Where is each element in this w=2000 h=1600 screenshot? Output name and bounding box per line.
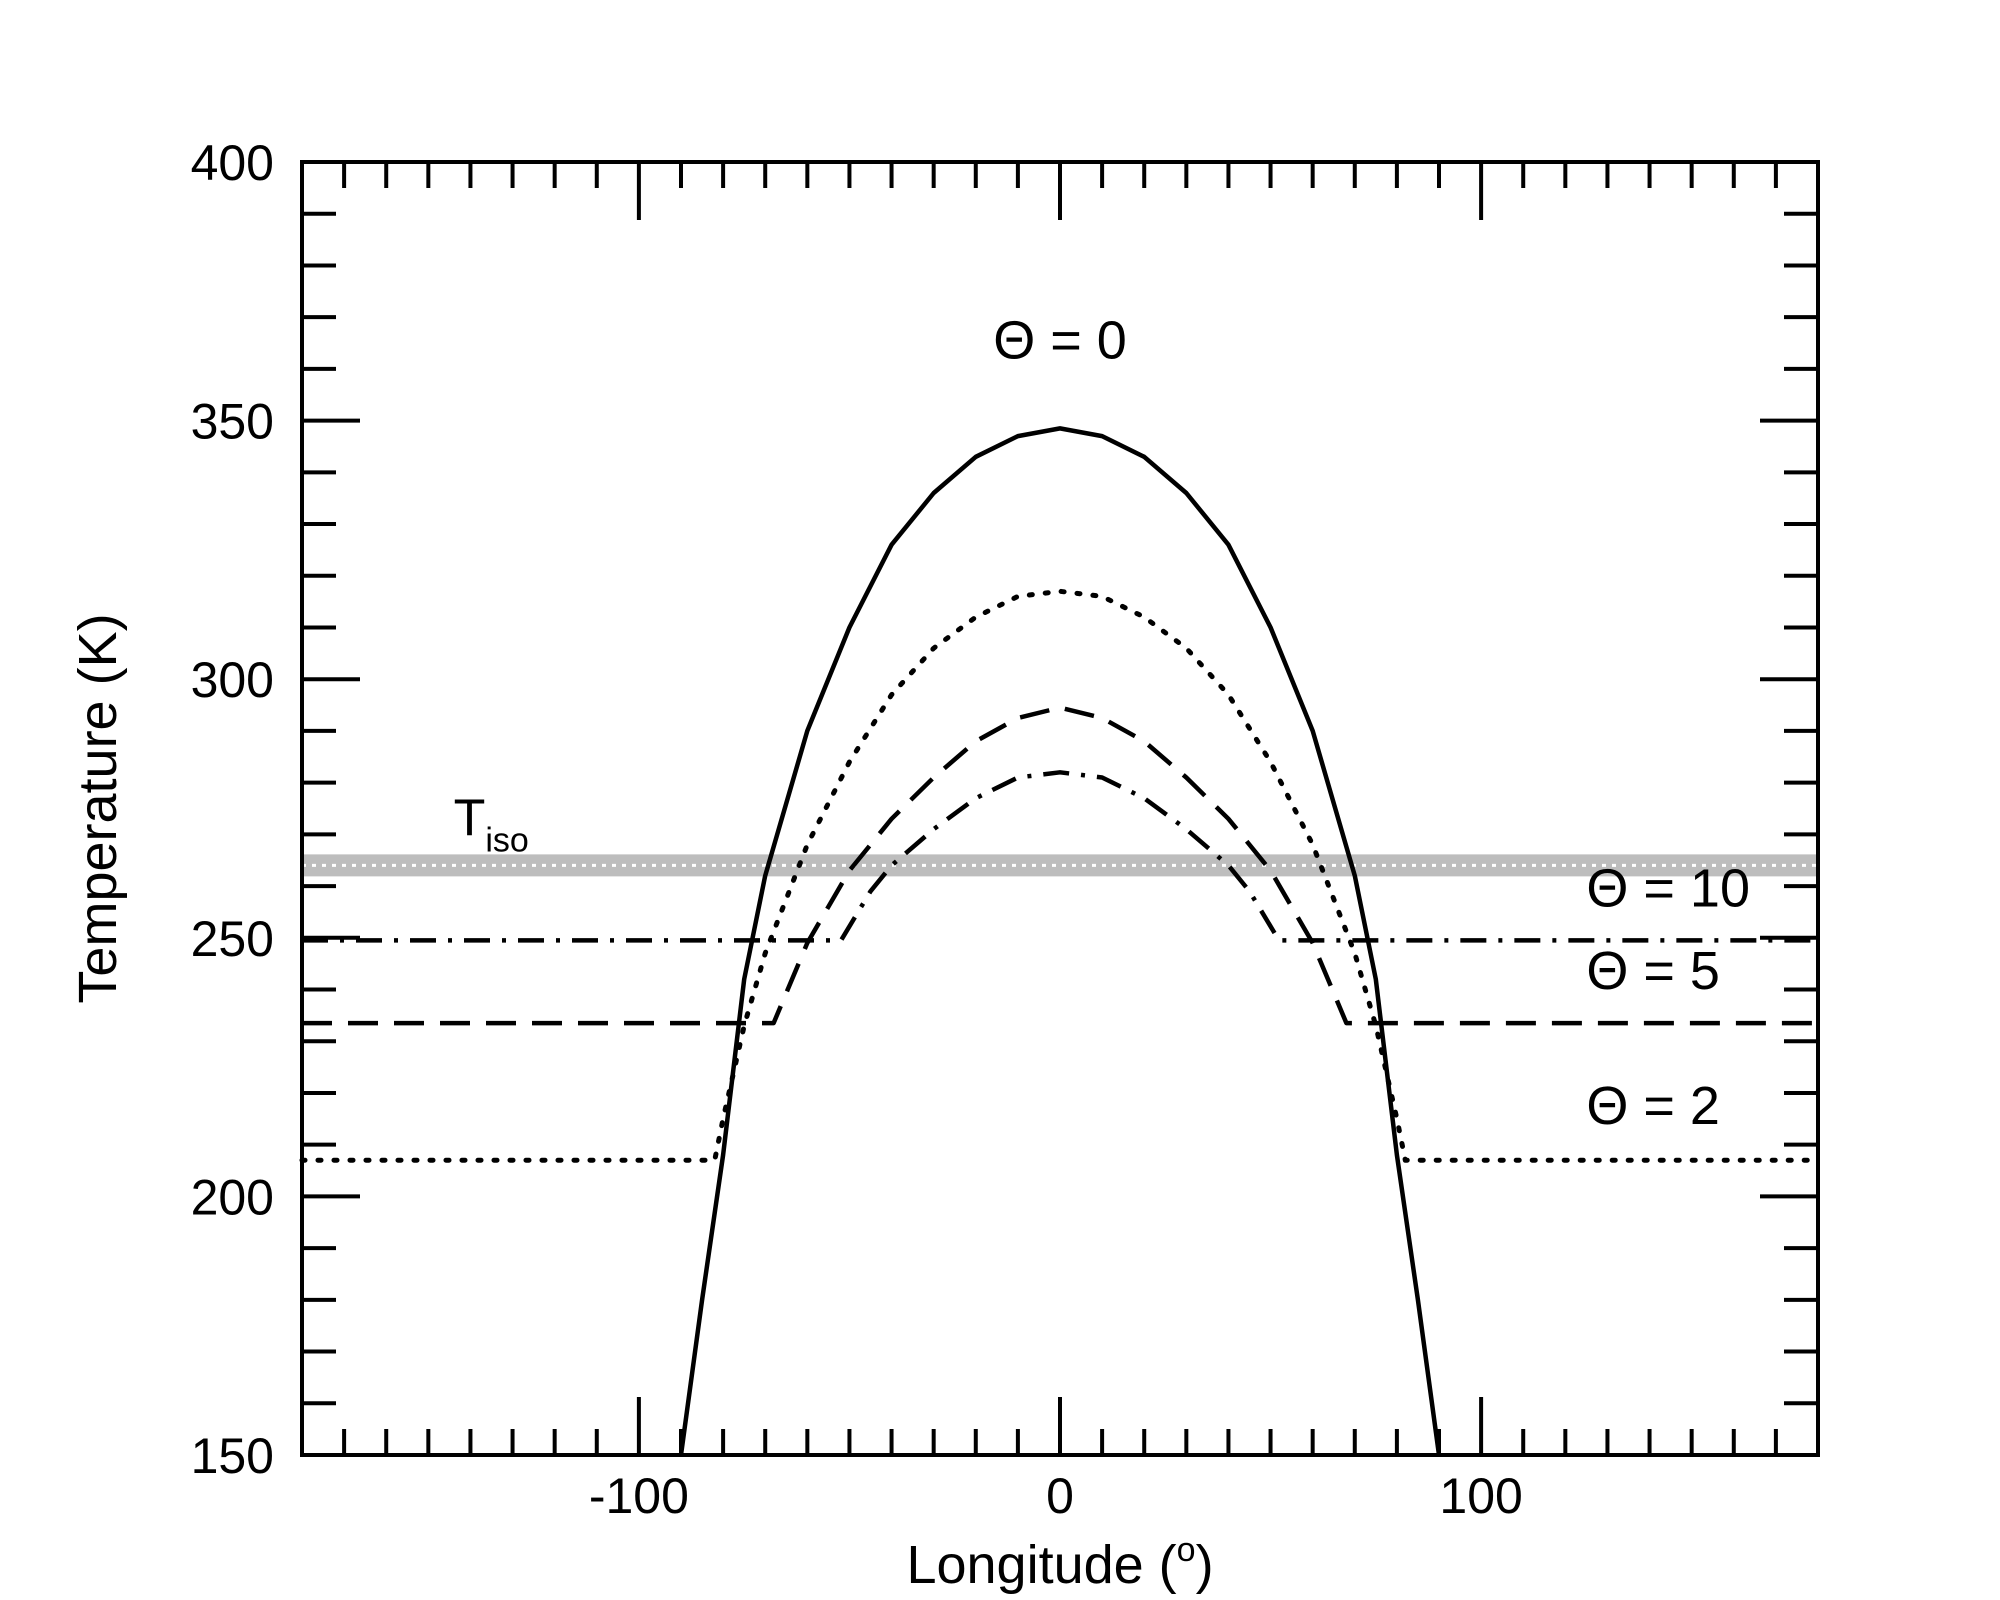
x-axis-title: Longitude (o) [906,1531,1213,1595]
series-line-3 [302,770,1818,943]
series-annotation-1: Θ = 2 [1586,1076,1720,1136]
x-axis-title-close: ) [1196,1535,1214,1595]
y-tick-label: 250 [191,911,274,967]
x-tick-label: -100 [589,1468,689,1524]
plot-frame [300,160,1820,1457]
y-tick-label: 200 [191,1169,274,1225]
t-iso-subscript: iso [485,821,528,859]
y-tick-label: 300 [191,652,274,708]
series-line-1 [299,588,1821,1163]
series-annotation-3: Θ = 10 [1586,858,1750,918]
y-axis-title: Temperature (K) [68,613,128,1003]
y-tick-label: 150 [191,1428,274,1484]
x-axis-title-text: Longitude ( [906,1535,1176,1595]
x-axis-title-unit: o [1177,1531,1196,1569]
x-tick-label: 0 [1046,1468,1074,1524]
series-annotation-0: Θ = 0 [993,310,1127,370]
y-tick-label: 350 [191,394,274,450]
series-line-2 [302,705,1818,1026]
x-tick-label: 100 [1439,1468,1522,1524]
series-line-0 [678,426,1442,1456]
series-annotation-2: Θ = 5 [1586,941,1720,1001]
t-iso-label: Tiso [454,789,529,859]
t-iso-main: T [454,789,486,847]
y-tick-label: 400 [191,135,274,191]
